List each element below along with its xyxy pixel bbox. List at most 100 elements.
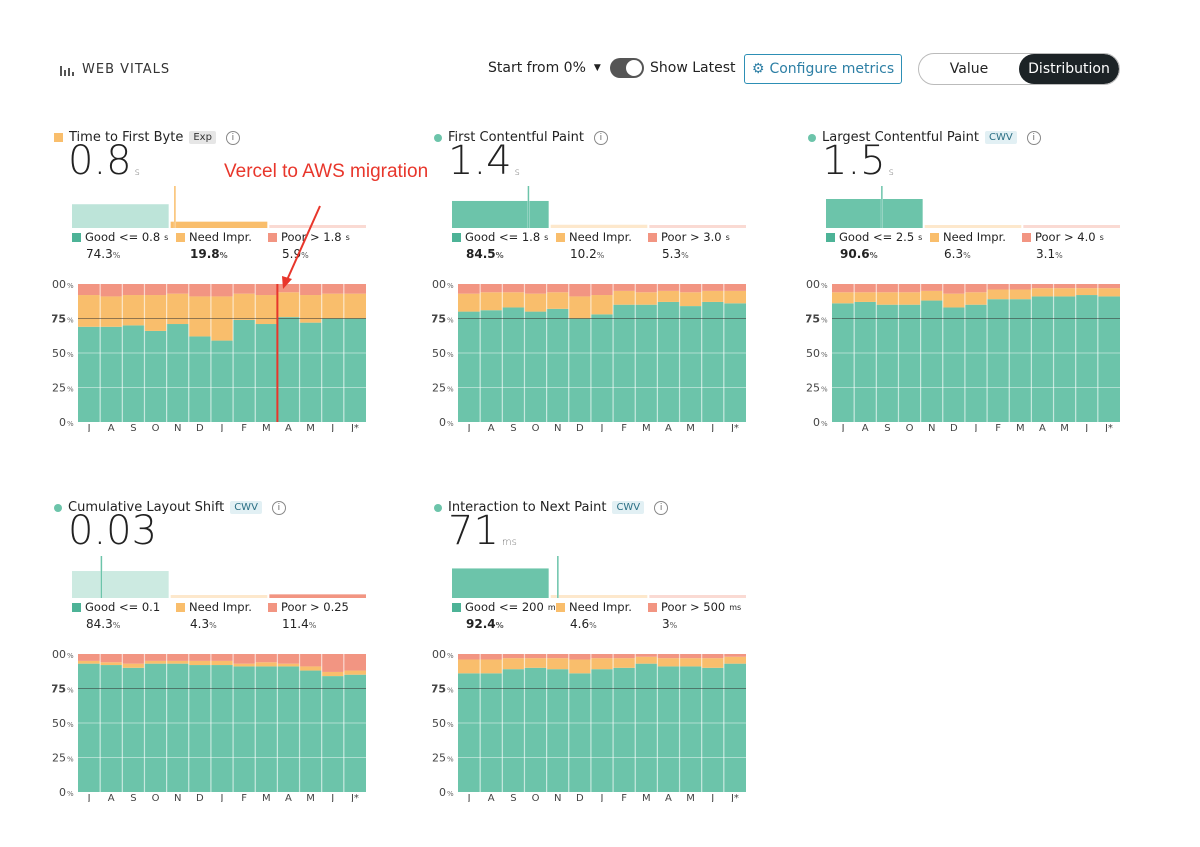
bar-segment-need (723, 290, 746, 304)
x-tick-label: J (600, 423, 604, 432)
lcp-panel: Largest Contentful Paint CWV i 1.5 s Good <= … (806, 130, 1136, 450)
bar-segment-need (502, 292, 525, 308)
y-tick-label: 100 (806, 278, 820, 291)
legend-percent: 5.3% (662, 247, 730, 261)
legend-percent-value: 19.8 (190, 247, 220, 261)
legend-label-unit: s (1099, 232, 1104, 242)
info-icon[interactable]: i (225, 130, 240, 145)
legend-label: Good <= 2.5 (839, 230, 915, 244)
metric-title-text: Time to First Byte (69, 130, 184, 145)
legend-percent-value: 6.3 (944, 247, 964, 261)
x-tick-label: M (642, 793, 651, 802)
status-dot-icon (434, 133, 442, 142)
show-latest-toggle[interactable] (610, 58, 644, 78)
legend-label-unit: ms (547, 602, 560, 612)
legend-label: Good <= 0.1 (85, 600, 161, 614)
legend-percent-unit: % (495, 621, 504, 630)
bar-segment-need (679, 658, 702, 667)
x-tick-label: O (532, 793, 540, 802)
bar-segment-poor (987, 284, 1010, 290)
legend-label-row: Poor > 3.0 s (648, 230, 730, 244)
info-icon[interactable]: i (654, 500, 669, 515)
bar-segment-need (590, 658, 614, 670)
info-icon[interactable]: i (1026, 130, 1041, 145)
legend-item-good: Good <= 2.5 s 90.6% (826, 230, 922, 261)
bar-segment-good (876, 304, 899, 422)
y-tick-unit: % (447, 721, 454, 729)
legend-percent: 92.4% (466, 617, 560, 631)
view-distribution-option[interactable]: Distribution (1019, 54, 1119, 84)
bar-segment-good (277, 666, 300, 792)
caret-down-icon: ▼ (593, 63, 601, 73)
x-tick-label: J (1084, 423, 1088, 432)
y-tick-label: 75 (52, 313, 66, 326)
bar-segment-poor (524, 284, 547, 294)
start-from-dropdown[interactable]: Start from 0% ▼ (488, 60, 601, 76)
x-tick-label: S (510, 793, 516, 802)
bar-segment-need (299, 295, 322, 323)
bar-segment-poor (657, 284, 680, 291)
distribution-segment-good (826, 199, 923, 228)
bar-segment-poor (188, 284, 211, 297)
bar-segment-poor (480, 654, 503, 660)
distribution-segment-poor (1023, 225, 1120, 228)
legend-percent-value: 74.3 (86, 247, 113, 261)
bar-segment-good (321, 318, 344, 422)
legend-percent: 90.6% (840, 247, 922, 261)
legend-label-row: Need Impr. (556, 230, 636, 244)
bar-segment-good (898, 304, 921, 422)
bar-segment-good (568, 318, 591, 422)
legend-label-unit: s (544, 232, 549, 242)
inp-panel: Interaction to Next Paint CWV i 71 ms Good <=… (432, 500, 762, 820)
y-tick-unit: % (67, 282, 74, 290)
x-tick-label: J* (350, 793, 359, 802)
bar-segment-poor (502, 284, 525, 293)
y-tick-label: 100 (52, 648, 66, 661)
x-tick-label: O (152, 793, 160, 802)
x-tick-label: F (241, 423, 247, 432)
bar-segment-poor (1031, 284, 1054, 289)
bar-segment-poor (568, 284, 591, 297)
x-tick-label: S (510, 423, 516, 432)
configure-metrics-button[interactable]: ⚙ Configure metrics (744, 54, 902, 84)
legend-label: Poor > 3.0 (661, 230, 722, 244)
view-value-option[interactable]: Value (949, 61, 989, 77)
toggle-knob (626, 60, 642, 76)
legend-percent-value: 3 (662, 617, 670, 631)
bar-segment-good (122, 667, 145, 792)
bar-segment-good (78, 326, 101, 422)
x-tick-label: J (710, 793, 714, 802)
brand-label: WEB VITALS (82, 62, 171, 77)
metric-value-number: 0.8 (68, 138, 132, 184)
legend-percent: 6.3% (944, 247, 1010, 261)
x-tick-label: J (841, 423, 845, 432)
bar-segment-good (1053, 296, 1076, 422)
bar-segment-poor (1097, 284, 1120, 289)
y-tick-unit: % (67, 687, 74, 695)
info-icon[interactable]: i (271, 500, 286, 515)
bar-segment-poor (210, 654, 234, 661)
x-tick-label: A (108, 793, 115, 802)
bar-segment-poor (100, 654, 123, 663)
annotation-label: Vercel to AWS migration (224, 161, 429, 182)
x-tick-label: M (1016, 423, 1025, 432)
bar-segment-good (299, 322, 322, 422)
info-icon[interactable]: i (593, 130, 608, 145)
bar-segment-poor (458, 284, 481, 294)
legend-item-poor: Poor > 4.0 s 3.1% (1022, 230, 1104, 261)
status-dot-icon (434, 503, 442, 512)
bar-segment-need (1031, 288, 1054, 297)
x-tick-label: O (152, 423, 160, 432)
metric-title-text: Interaction to Next Paint (448, 500, 607, 515)
bar-segment-good (458, 673, 481, 792)
legend-item-poor: Poor > 500 ms 3% (648, 600, 741, 631)
bar-segment-poor (321, 654, 344, 672)
bar-segment-need (188, 660, 211, 666)
bar-segment-poor (964, 284, 988, 293)
bar-segment-need (568, 296, 591, 319)
legend-label: Good <= 0.8 (85, 230, 161, 244)
legend-percent-unit: % (301, 251, 309, 260)
status-dot-icon (54, 503, 62, 512)
bar-segment-need (701, 658, 724, 668)
